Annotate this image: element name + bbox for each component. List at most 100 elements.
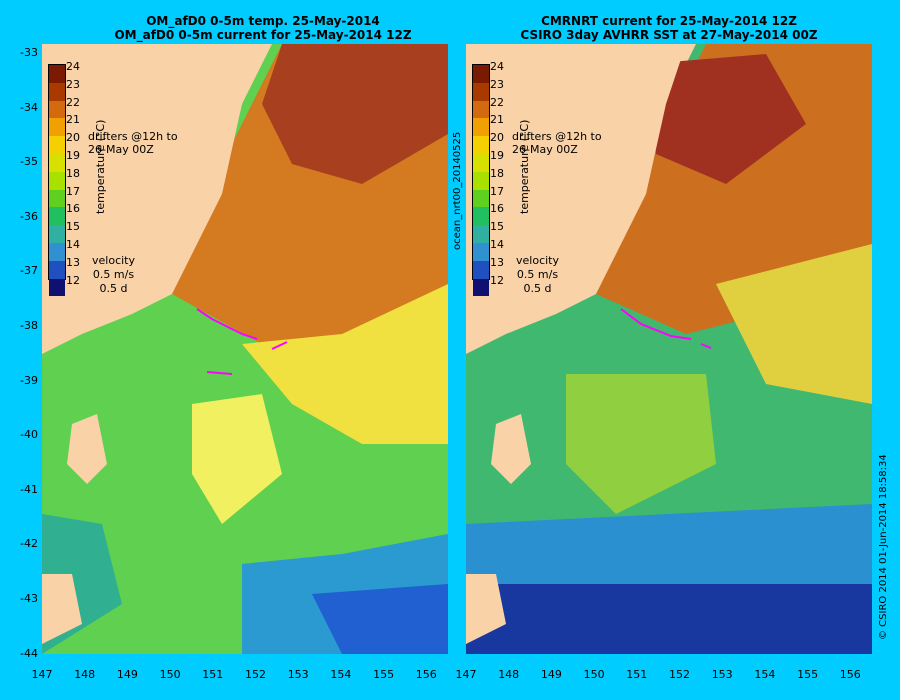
left-title: OM_afD0 0-5m temp. 25-May-2014 OM_afD0 0… — [60, 14, 466, 42]
colorbar-swatch — [473, 136, 489, 154]
x-tick-label: 150 — [583, 668, 605, 681]
colorbar-swatch — [49, 225, 65, 243]
x-tick-label: 153 — [287, 668, 309, 681]
colorbar-swatch — [473, 189, 489, 208]
colorbar-label: 19 — [490, 148, 504, 162]
colorbar-label: 21 — [490, 113, 504, 127]
right-colorbar-labels: 24 23 22 21 20 19 18 17 16 15 14 13 12 — [490, 58, 504, 289]
right-velocity-title: velocity — [516, 254, 559, 267]
x-tick-label: 154 — [754, 668, 776, 681]
colorbar-swatch — [473, 82, 489, 101]
right-map-panel: 24 23 22 21 20 19 18 17 16 15 14 13 12 temperature (… — [466, 44, 872, 654]
colorbar-swatch — [473, 242, 489, 261]
colorbar-label: 24 — [490, 60, 504, 73]
colorbar-label: 23 — [490, 77, 504, 91]
x-tick-label: 148 — [74, 668, 96, 681]
colorbar-swatch — [473, 260, 489, 279]
colorbar-label: 15 — [66, 220, 80, 234]
colorbar-label: 22 — [490, 95, 504, 109]
y-tick-label: -33 — [20, 46, 38, 59]
colorbar-swatch — [49, 65, 65, 83]
colorbar-swatch — [49, 100, 65, 119]
x-tick-label: 151 — [626, 668, 648, 681]
left-title-line1: OM_afD0 0-5m temp. 25-May-2014 — [146, 14, 380, 28]
colorbar-label: 21 — [66, 113, 80, 127]
left-map-panel: 24 23 22 21 20 19 18 17 16 15 14 13 12 temperature (… — [42, 44, 448, 654]
x-tick-label: 153 — [711, 668, 733, 681]
left-drifter-legend: drifters @12h to 26-May 00Z — [88, 130, 178, 156]
y-tick-label: -35 — [20, 155, 38, 169]
y-tick-label: -44 — [20, 646, 38, 660]
colorbar-label: 18 — [66, 166, 80, 180]
right-title-line1: CMRNRT current for 25-May-2014 12Z — [541, 14, 797, 28]
colorbar-label: 20 — [490, 131, 504, 145]
y-tick-label: -41 — [20, 482, 38, 496]
colorbar-swatch — [473, 100, 489, 119]
x-tick-label: 155 — [797, 668, 819, 681]
colorbar-label: 13 — [490, 255, 504, 269]
right-velocity-time: 0.5 d — [523, 282, 552, 295]
x-tick-label: 150 — [159, 668, 181, 681]
y-tick-label: -42 — [20, 537, 38, 551]
left-velocity-scale: 0.5 m/s — [92, 268, 135, 281]
colorbar-swatch — [473, 118, 489, 137]
colorbar-label: 14 — [490, 237, 504, 251]
left-velocity-legend: velocity 0.5 m/s 0.5 d — [92, 254, 135, 296]
colorbar-label: 12 — [490, 273, 504, 287]
colorbar-label: 23 — [66, 77, 80, 91]
x-tick-label: 152 — [245, 668, 266, 681]
copyright-label: © CSIRO 2014 01-Jun-2014 18:58:34 — [878, 454, 889, 640]
colorbar-swatch — [473, 65, 489, 83]
x-tick-label: 147 — [455, 668, 477, 681]
colorbar-label: 22 — [66, 95, 80, 109]
colorbar-label: 17 — [66, 184, 80, 198]
colorbar-swatch — [473, 225, 489, 243]
x-tick-label: 156 — [839, 668, 861, 681]
colorbar-swatch — [473, 278, 489, 297]
colorbar-label: 24 — [66, 60, 80, 73]
colorbar-swatch — [49, 242, 65, 261]
y-tick-label: -34 — [20, 100, 38, 114]
y-tick-label: -40 — [20, 428, 38, 442]
x-tick-label: 151 — [202, 668, 224, 681]
right-sst-field — [466, 44, 872, 654]
right-colorbar — [472, 64, 490, 297]
left-sst-field — [42, 44, 448, 654]
left-title-line2: OM_afD0 0-5m current for 25-May-2014 12Z — [114, 28, 412, 42]
colorbar-swatch — [473, 207, 489, 226]
colorbar-swatch — [473, 171, 489, 190]
colorbar-label: 14 — [66, 237, 80, 251]
colorbar-label: 15 — [490, 220, 504, 234]
colorbar-swatch — [473, 153, 489, 172]
colorbar-swatch — [49, 207, 65, 226]
colorbar-swatch — [49, 118, 65, 137]
colorbar-label: 18 — [490, 166, 504, 180]
x-tick-label: 147 — [31, 668, 53, 681]
colorbar-label: 12 — [66, 273, 80, 287]
y-tick-label: -37 — [20, 264, 38, 278]
left-colorbar — [48, 64, 66, 297]
x-tick-label: 152 — [669, 668, 690, 681]
run-id-label: ocean_nrt00_20140525 — [452, 131, 463, 250]
right-velocity-scale: 0.5 m/s — [516, 268, 559, 281]
left-velocity-time: 0.5 d — [99, 282, 128, 295]
x-tick-label: 148 — [498, 668, 520, 681]
colorbar-label: 20 — [66, 131, 80, 145]
left-velocity-title: velocity — [92, 254, 135, 267]
colorbar-swatch — [49, 82, 65, 101]
right-title: CMRNRT current for 25-May-2014 12Z CSIRO… — [466, 14, 872, 42]
x-tick-label: 154 — [330, 668, 352, 681]
x-tick-label: 149 — [116, 668, 138, 681]
colorbar-swatch — [49, 136, 65, 154]
colorbar-label: 16 — [66, 202, 80, 216]
y-tick-label: -38 — [20, 319, 38, 332]
right-drifter-legend: drifters @12h to 26-May 00Z — [512, 130, 602, 156]
left-colorbar-labels: 24 23 22 21 20 19 18 17 16 15 14 13 12 — [66, 58, 80, 289]
right-velocity-legend: velocity 0.5 m/s 0.5 d — [516, 254, 559, 296]
right-title-line2: CSIRO 3day AVHRR SST at 27-May-2014 00Z — [520, 28, 818, 42]
colorbar-swatch — [49, 278, 65, 297]
colorbar-label: 17 — [490, 184, 504, 198]
colorbar-swatch — [49, 189, 65, 208]
colorbar-label: 13 — [66, 255, 80, 269]
x-tick-label: 156 — [415, 668, 437, 681]
